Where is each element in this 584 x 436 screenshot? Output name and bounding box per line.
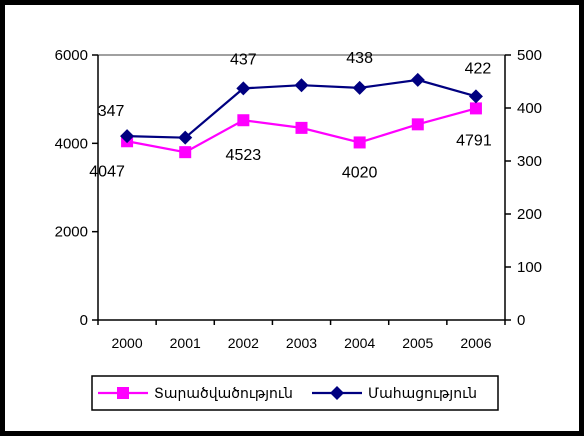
legend-box xyxy=(91,375,499,411)
x-tick-label: 2004 xyxy=(344,335,375,351)
marker-diamond xyxy=(330,386,344,400)
marker-square xyxy=(237,114,250,127)
data-label: 437 xyxy=(230,51,257,68)
x-tick-label: 2000 xyxy=(111,335,142,351)
data-label: 4523 xyxy=(226,147,262,164)
marker-square xyxy=(469,102,482,115)
marker-diamond xyxy=(120,129,135,144)
y-left-tick-label: 0 xyxy=(80,312,88,329)
y-left-tick-label: 4000 xyxy=(55,135,88,152)
x-tick-label: 2001 xyxy=(170,335,201,351)
marker-square xyxy=(179,146,192,159)
marker-square xyxy=(117,387,129,399)
data-label: 4020 xyxy=(342,164,378,181)
marker-diamond xyxy=(294,78,309,93)
legend-label: Տարածվածություն xyxy=(154,386,293,402)
data-label: 4791 xyxy=(456,132,492,149)
axes: 0 2000 4000 6000 0 100 200 300 400 500 2000 2001 200… xyxy=(55,47,542,351)
data-labels: 4047 4523 4020 4791 347 437 438 422 xyxy=(89,50,492,182)
data-label: 347 xyxy=(98,103,125,120)
marker-diamond xyxy=(236,81,251,96)
legend-label: Մահացություն xyxy=(368,386,477,402)
y-right-tick-label: 300 xyxy=(517,153,542,170)
y-right-tick-label: 500 xyxy=(517,47,542,64)
x-tick-label: 2006 xyxy=(460,335,491,351)
y-right-tick-label: 400 xyxy=(517,100,542,117)
series-layer xyxy=(120,72,483,159)
y-right-tick-label: 100 xyxy=(517,259,542,276)
data-label: 438 xyxy=(346,50,373,67)
x-tick-label: 2003 xyxy=(286,335,317,351)
y-left-tick-label: 6000 xyxy=(55,47,88,64)
marker-diamond xyxy=(178,130,193,145)
y-right-tick-label: 200 xyxy=(517,206,542,223)
marker-square xyxy=(353,136,366,149)
marker-diamond xyxy=(468,89,483,104)
data-label: 4047 xyxy=(89,163,125,180)
marker-square xyxy=(295,121,308,134)
x-tick-label: 2002 xyxy=(228,335,259,351)
marker-diamond xyxy=(410,72,425,87)
y-left-tick-label: 2000 xyxy=(55,224,88,241)
marker-diamond xyxy=(352,80,367,95)
y-right-tick-label: 0 xyxy=(517,312,525,329)
marker-square xyxy=(411,118,424,131)
data-label: 422 xyxy=(465,60,492,77)
legend: Տարածվածություն Մահացություն xyxy=(91,375,499,411)
x-tick-label: 2005 xyxy=(402,335,433,351)
